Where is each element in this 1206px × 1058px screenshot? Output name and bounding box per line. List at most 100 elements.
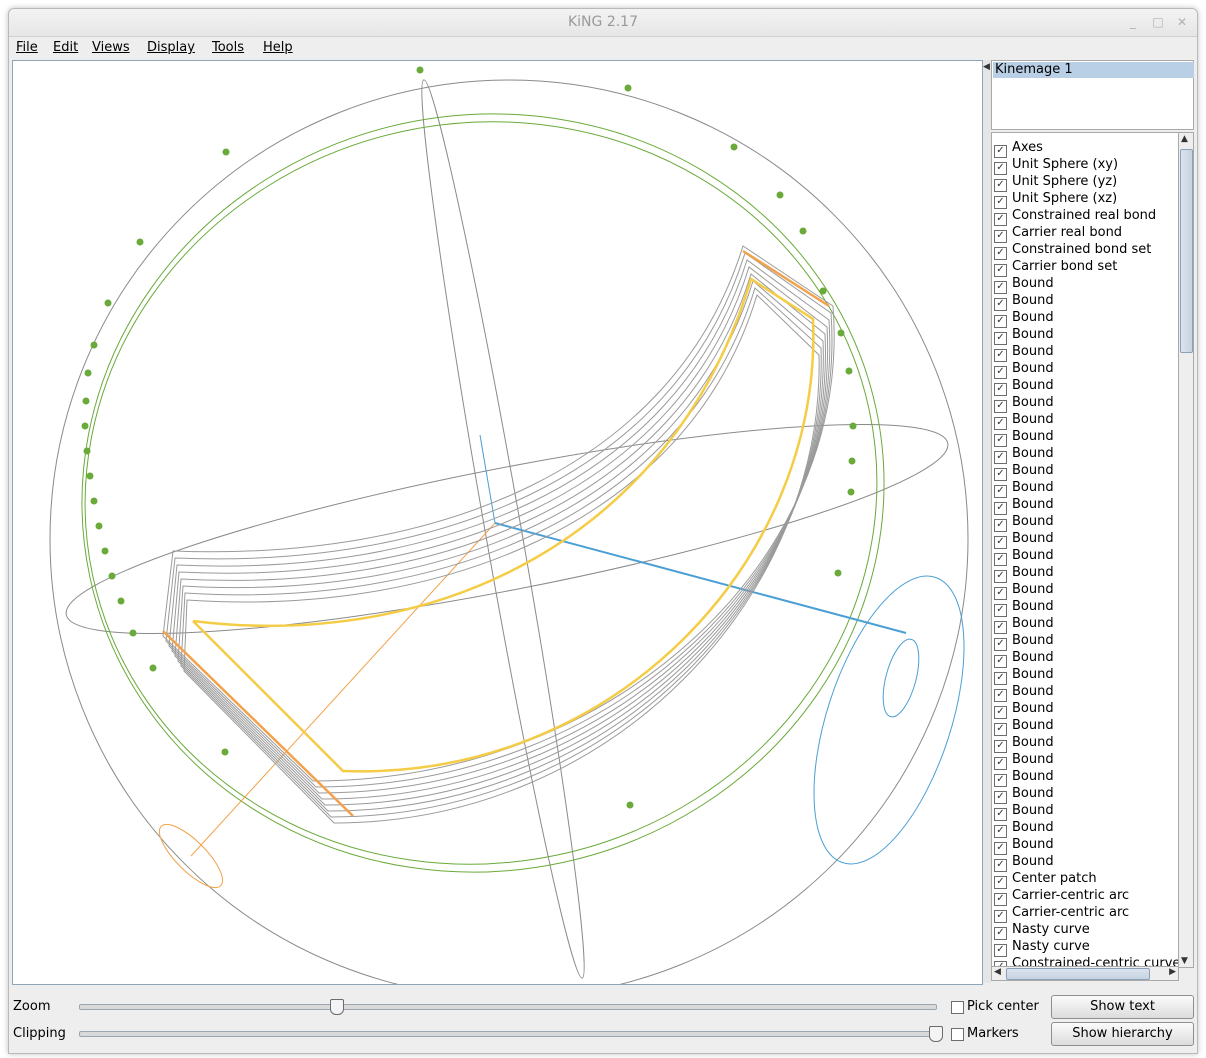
tree-item[interactable]: ✓ Bound bbox=[994, 275, 1054, 294]
tree-item[interactable]: ✓ Bound bbox=[994, 581, 1054, 600]
menu-views[interactable]: Views bbox=[92, 40, 130, 55]
horizontal-scrollbar[interactable]: ◀ ▶ bbox=[991, 966, 1179, 981]
visibility-checkbox[interactable]: ✓ bbox=[994, 927, 1007, 940]
visibility-checkbox[interactable]: ✓ bbox=[994, 298, 1007, 311]
clipping-slider[interactable] bbox=[79, 1031, 937, 1037]
tree-item[interactable]: ✓ Bound bbox=[994, 394, 1054, 413]
tree-item[interactable]: ✓ Bound bbox=[994, 683, 1054, 702]
tree-item[interactable]: ✓ Bound bbox=[994, 411, 1054, 430]
vertical-scrollbar[interactable]: ▲ ▼ bbox=[1178, 132, 1194, 968]
visibility-checkbox[interactable]: ✓ bbox=[994, 145, 1007, 158]
menu-display[interactable]: Display bbox=[147, 40, 195, 55]
menu-file[interactable]: File bbox=[16, 40, 38, 55]
tree-item[interactable]: ✓ Axes bbox=[994, 139, 1043, 158]
visibility-checkbox[interactable]: ✓ bbox=[994, 587, 1007, 600]
tree-item[interactable]: ✓ Bound bbox=[994, 768, 1054, 787]
tree-item[interactable]: ✓ Constrained bond set bbox=[994, 241, 1151, 260]
menu-tools[interactable]: Tools bbox=[212, 40, 245, 55]
kinemage-drawing[interactable] bbox=[13, 61, 982, 999]
tree-item[interactable]: ✓ Carrier-centric arc bbox=[994, 887, 1129, 906]
tree-item[interactable]: ✓ Bound bbox=[994, 479, 1054, 498]
visibility-checkbox[interactable]: ✓ bbox=[994, 570, 1007, 583]
tree-item[interactable]: ✓ Bound bbox=[994, 292, 1054, 311]
visibility-checkbox[interactable]: ✓ bbox=[994, 638, 1007, 651]
visibility-checkbox[interactable]: ✓ bbox=[994, 162, 1007, 175]
tree-item[interactable]: ✓ Bound bbox=[994, 666, 1054, 685]
vertical-scroll-thumb[interactable] bbox=[1180, 149, 1193, 353]
zoom-slider-thumb[interactable] bbox=[329, 999, 344, 1015]
tree-item[interactable]: ✓ Bound bbox=[994, 700, 1054, 719]
menu-edit[interactable]: Edit bbox=[53, 40, 79, 55]
scroll-right-icon[interactable]: ▶ bbox=[1169, 967, 1176, 977]
visibility-checkbox[interactable]: ✓ bbox=[994, 434, 1007, 447]
kinemage-list[interactable]: Kinemage 1 bbox=[991, 60, 1194, 130]
tree-item[interactable]: ✓ Bound bbox=[994, 343, 1054, 362]
clipping-slider-thumb[interactable] bbox=[929, 1026, 943, 1042]
tree-item[interactable]: ✓ Unit Sphere (xy) bbox=[994, 156, 1118, 175]
visibility-checkbox[interactable]: ✓ bbox=[994, 519, 1007, 532]
scroll-up-icon[interactable]: ▲ bbox=[1181, 134, 1188, 144]
markers-checkbox[interactable] bbox=[951, 1028, 964, 1041]
tree-item[interactable]: ✓ Bound bbox=[994, 615, 1054, 634]
visibility-checkbox[interactable]: ✓ bbox=[994, 876, 1007, 889]
kinemage-graphics-canvas[interactable] bbox=[12, 60, 983, 999]
visibility-checkbox[interactable]: ✓ bbox=[994, 451, 1007, 464]
visibility-checkbox[interactable]: ✓ bbox=[994, 383, 1007, 396]
visibility-checkbox[interactable]: ✓ bbox=[994, 825, 1007, 838]
tree-item[interactable]: ✓ Bound bbox=[994, 853, 1054, 872]
visibility-checkbox[interactable]: ✓ bbox=[994, 740, 1007, 753]
visibility-checkbox[interactable]: ✓ bbox=[994, 893, 1007, 906]
visibility-checkbox[interactable]: ✓ bbox=[994, 774, 1007, 787]
visibility-checkbox[interactable]: ✓ bbox=[994, 332, 1007, 345]
visibility-checkbox[interactable]: ✓ bbox=[994, 366, 1007, 379]
zoom-slider[interactable] bbox=[79, 1004, 937, 1010]
visibility-checkbox[interactable]: ✓ bbox=[994, 281, 1007, 294]
visibility-checkbox[interactable]: ✓ bbox=[994, 230, 1007, 243]
tree-item[interactable]: ✓ Unit Sphere (yz) bbox=[994, 173, 1117, 192]
visibility-checkbox[interactable]: ✓ bbox=[994, 400, 1007, 413]
visibility-checkbox[interactable]: ✓ bbox=[994, 553, 1007, 566]
visibility-checkbox[interactable]: ✓ bbox=[994, 655, 1007, 668]
tree-item[interactable]: ✓ Bound bbox=[994, 445, 1054, 464]
tree-item[interactable]: ✓ Bound bbox=[994, 751, 1054, 770]
visibility-checkbox[interactable]: ✓ bbox=[994, 621, 1007, 634]
visibility-checkbox[interactable]: ✓ bbox=[994, 706, 1007, 719]
visibility-checkbox[interactable]: ✓ bbox=[994, 910, 1007, 923]
tree-item[interactable]: ✓ Bound bbox=[994, 564, 1054, 583]
visibility-checkbox[interactable]: ✓ bbox=[994, 417, 1007, 430]
scroll-down-icon[interactable]: ▼ bbox=[1181, 956, 1188, 966]
visibility-checkbox[interactable]: ✓ bbox=[994, 485, 1007, 498]
tree-item[interactable]: ✓ Constrained real bond bbox=[994, 207, 1156, 226]
menu-help[interactable]: Help bbox=[263, 40, 293, 55]
tree-item[interactable]: ✓ Bound bbox=[994, 428, 1054, 447]
tree-item[interactable]: ✓ Bound bbox=[994, 547, 1054, 566]
tree-item[interactable]: ✓ Bound bbox=[994, 360, 1054, 379]
visibility-checkbox[interactable]: ✓ bbox=[994, 196, 1007, 209]
tree-item[interactable]: ✓ Center patch bbox=[994, 870, 1097, 889]
show-hierarchy-button[interactable]: Show hierarchy bbox=[1051, 1022, 1194, 1046]
tree-item[interactable]: ✓ Bound bbox=[994, 649, 1054, 668]
pick-center-checkbox[interactable] bbox=[951, 1001, 964, 1014]
divider-collapse-icon[interactable]: ◀ bbox=[983, 62, 990, 72]
visibility-checkbox[interactable]: ✓ bbox=[994, 315, 1007, 328]
tree-item[interactable]: ✓ Bound bbox=[994, 496, 1054, 515]
visibility-checkbox[interactable]: ✓ bbox=[994, 468, 1007, 481]
tree-item[interactable]: ✓ Bound bbox=[994, 836, 1054, 855]
visibility-checkbox[interactable]: ✓ bbox=[994, 808, 1007, 821]
panel-divider[interactable]: ◀ bbox=[983, 60, 991, 983]
tree-item[interactable]: ✓ Bound bbox=[994, 819, 1054, 838]
tree-item[interactable]: ✓ Bound bbox=[994, 309, 1054, 328]
maximize-icon[interactable]: □ bbox=[1152, 15, 1164, 29]
horizontal-scroll-thumb[interactable] bbox=[1006, 968, 1150, 980]
tree-item[interactable]: ✓ Bound bbox=[994, 530, 1054, 549]
close-icon[interactable]: ✕ bbox=[1176, 15, 1188, 29]
visibility-checkbox[interactable]: ✓ bbox=[994, 264, 1007, 277]
tree-item[interactable]: ✓ Bound bbox=[994, 462, 1054, 481]
tree-item[interactable]: ✓ Carrier-centric arc bbox=[994, 904, 1129, 923]
visibility-checkbox[interactable]: ✓ bbox=[994, 757, 1007, 770]
show-text-button[interactable]: Show text bbox=[1051, 995, 1194, 1019]
visibility-checkbox[interactable]: ✓ bbox=[994, 247, 1007, 260]
visibility-checkbox[interactable]: ✓ bbox=[994, 604, 1007, 617]
minimize-icon[interactable]: _ bbox=[1130, 15, 1136, 29]
visibility-checkbox[interactable]: ✓ bbox=[994, 179, 1007, 192]
